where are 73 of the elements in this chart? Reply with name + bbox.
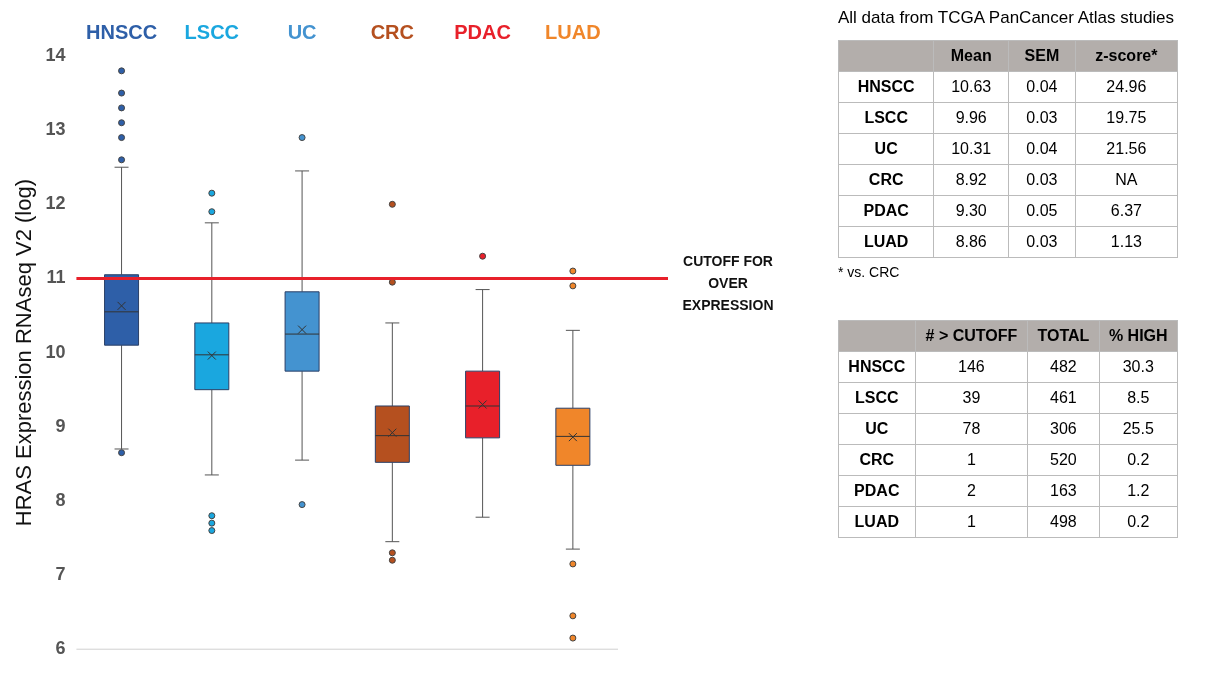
text: 21.56 xyxy=(1106,140,1147,157)
text: * vs. CRC xyxy=(838,264,901,280)
y-tick-label: 6 xyxy=(55,638,66,659)
text: 1 xyxy=(966,513,976,530)
text: 0.03 xyxy=(1026,171,1058,188)
text: 10.63 xyxy=(951,78,992,95)
x-tick-label: PDAC xyxy=(454,20,511,43)
category-label: PDAC xyxy=(863,202,909,219)
text: 1.2 xyxy=(1127,482,1150,499)
text: 30.3 xyxy=(1122,358,1154,375)
text: 0.04 xyxy=(1026,78,1058,95)
x-tick-label: HNSCC xyxy=(85,20,158,43)
category-label: CRC xyxy=(868,171,904,188)
category-label: Mean xyxy=(933,40,1009,72)
text: 19.75 xyxy=(1106,109,1147,126)
category-label: # > CUTOFF xyxy=(915,320,1028,352)
y-tick-label: 14 xyxy=(45,44,66,65)
y-tick-label: 9 xyxy=(55,415,66,436)
x-tick-label: UC xyxy=(287,20,317,43)
text: 146 xyxy=(958,358,985,375)
text: 8.5 xyxy=(1127,389,1150,406)
y-tick-label: 7 xyxy=(55,564,66,585)
text: 2 xyxy=(966,482,976,499)
y-tick-label: 10 xyxy=(45,341,66,362)
text: NA xyxy=(1115,171,1138,188)
text: 0.2 xyxy=(1127,513,1150,530)
text: 0.04 xyxy=(1026,140,1058,157)
text: 163 xyxy=(1050,482,1077,499)
x-tick-label: CRC xyxy=(370,20,415,43)
text: 39 xyxy=(962,389,981,406)
category-label: HNSCC xyxy=(848,358,906,375)
text: 0.03 xyxy=(1026,233,1058,250)
y-tick-label: 8 xyxy=(55,489,66,510)
text: 8.92 xyxy=(955,171,987,188)
category-label: LSCC xyxy=(855,389,899,406)
text: 6.37 xyxy=(1110,202,1142,219)
text: 306 xyxy=(1050,420,1077,437)
y-axis-title: HRAS Expression RNAseq V2 (log) xyxy=(11,178,37,527)
y-tick-label: 11 xyxy=(46,267,66,288)
x-tick-label: LUAD xyxy=(545,20,601,43)
text: 0.2 xyxy=(1127,451,1150,468)
text: 498 xyxy=(1050,513,1077,530)
text: 0.03 xyxy=(1026,109,1058,126)
text: 1 xyxy=(966,451,976,468)
y-tick-label: 13 xyxy=(45,119,66,140)
x-tick-label: LSCC xyxy=(184,20,240,43)
category-label: SEM xyxy=(1008,40,1076,72)
text: 1.13 xyxy=(1110,233,1142,250)
text: 24.96 xyxy=(1106,78,1147,95)
text: 9.96 xyxy=(955,109,987,126)
category-label: LUAD xyxy=(863,233,909,250)
text: 10.31 xyxy=(951,140,992,157)
category-label: TOTAL xyxy=(1027,320,1100,352)
text: 9.30 xyxy=(955,202,987,219)
category-label: UC xyxy=(874,140,898,157)
y-tick-label: 12 xyxy=(45,193,66,214)
text: 25.5 xyxy=(1122,420,1154,437)
text: 8.86 xyxy=(955,233,987,250)
text: All data from TCGA PanCancer Atlas studies xyxy=(838,8,1176,28)
category-label: LSCC xyxy=(864,109,908,126)
category-label: LUAD xyxy=(854,513,899,530)
text: 520 xyxy=(1050,451,1077,468)
category-label: PDAC xyxy=(854,482,900,499)
category-label: z-score* xyxy=(1075,40,1178,72)
category-label: HNSCC xyxy=(857,78,915,95)
text: 0.05 xyxy=(1026,202,1058,219)
category-label: UC xyxy=(865,420,889,437)
text: 482 xyxy=(1050,358,1077,375)
category-label: CRC xyxy=(859,451,895,468)
ref-line-label: CUTOFF FOR OVER EXPRESSION xyxy=(682,253,774,314)
text: 78 xyxy=(962,420,981,437)
category-label: % HIGH xyxy=(1099,320,1178,352)
text: 461 xyxy=(1050,389,1077,406)
